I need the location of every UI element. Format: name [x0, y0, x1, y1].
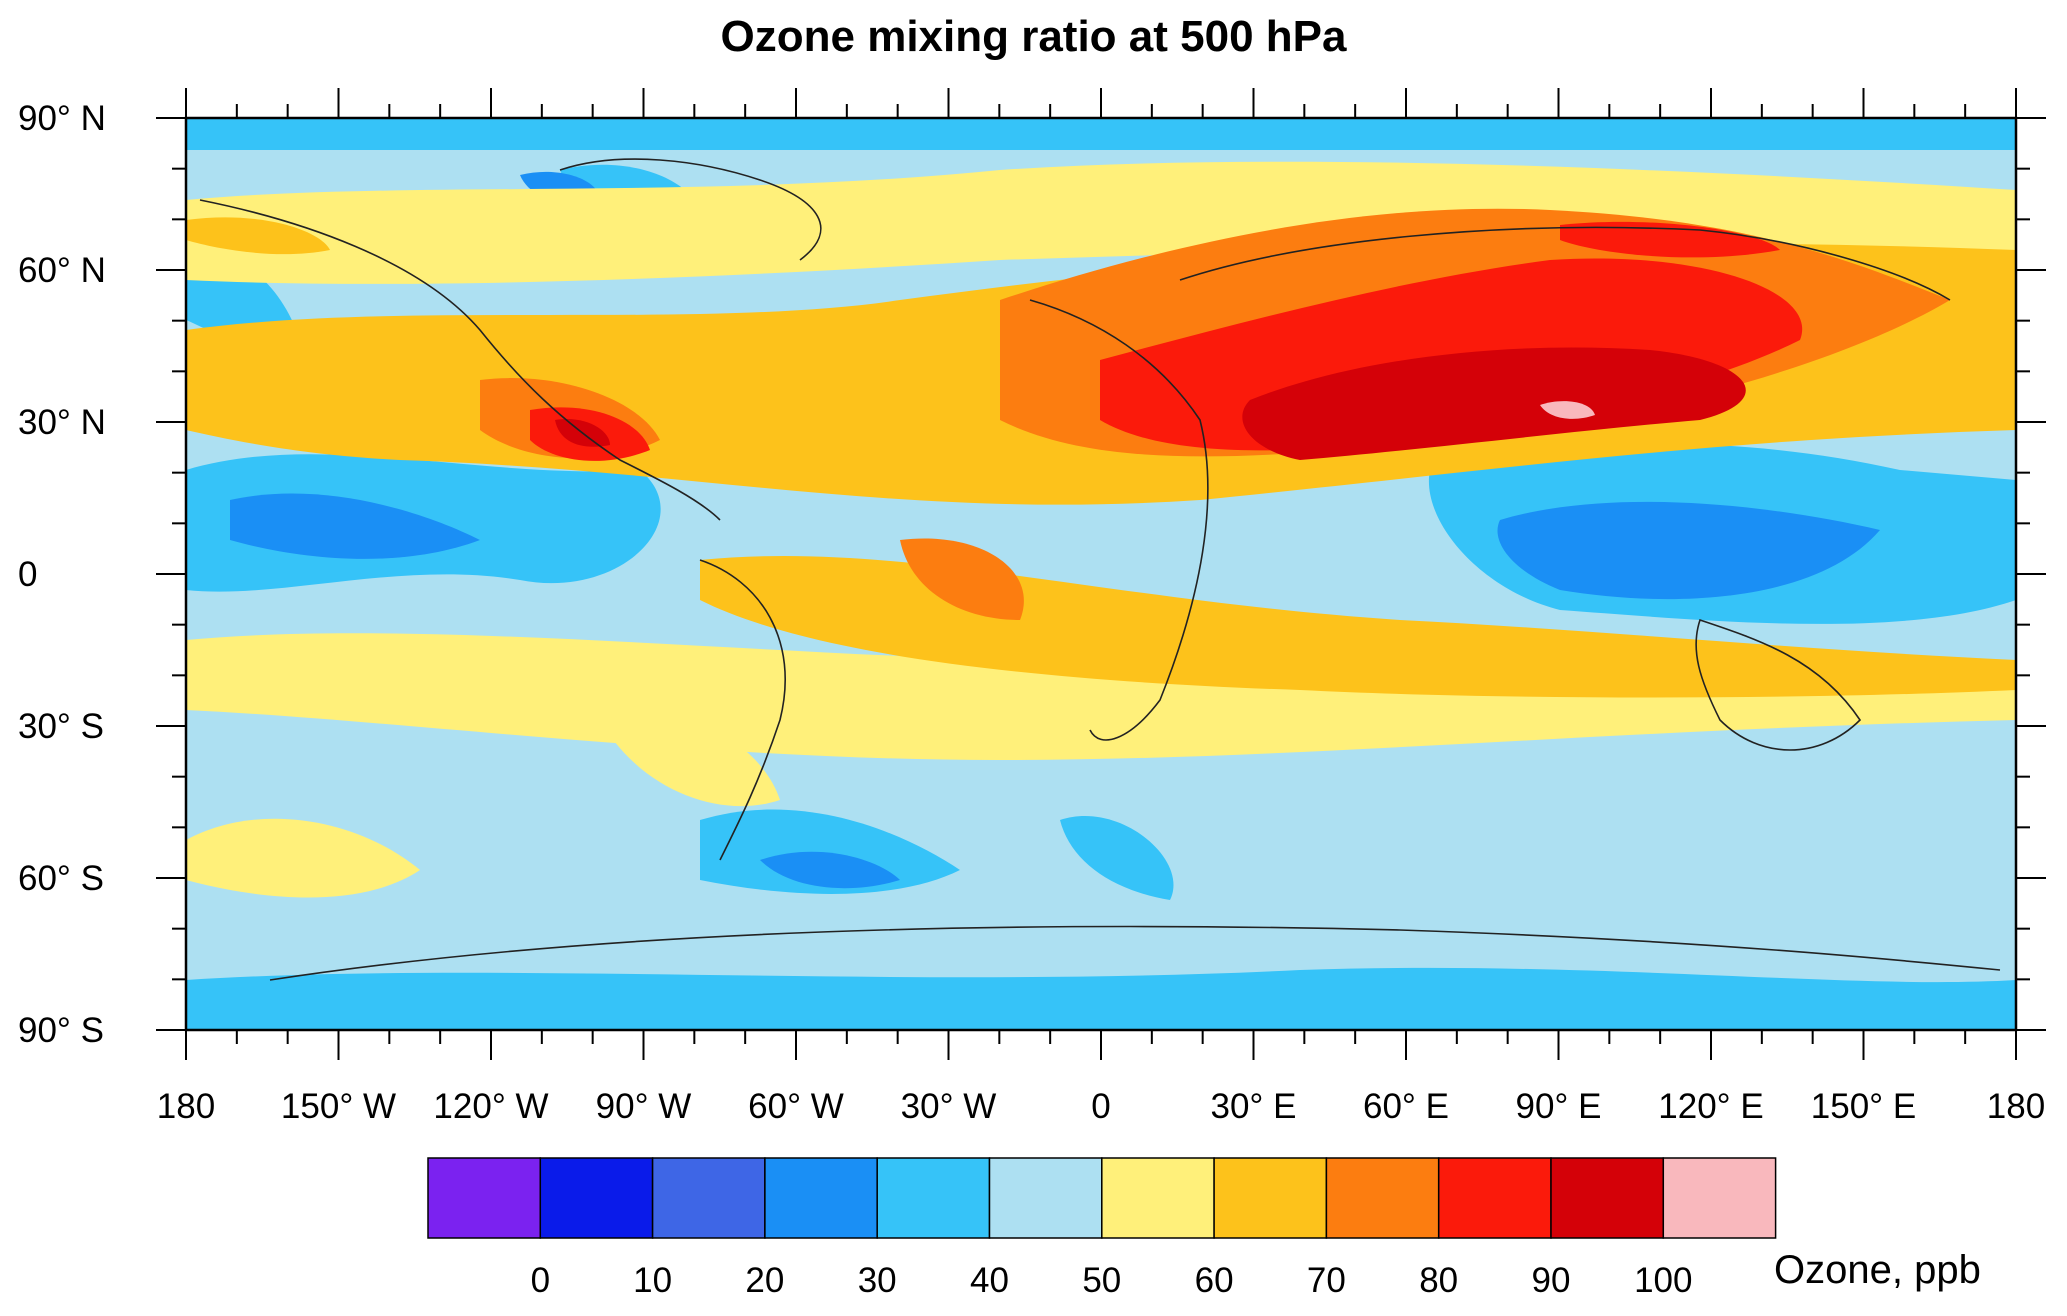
ozone-field	[186, 118, 2016, 1030]
colorbar-tick-label: 40	[970, 1261, 1009, 1300]
lat-label: 30° S	[18, 707, 104, 746]
lat-label: 90° N	[18, 99, 106, 138]
colorbar-swatch	[988, 1157, 1103, 1239]
lon-label: 90° E	[1516, 1087, 1602, 1126]
colorbar-swatch	[1550, 1157, 1665, 1239]
lon-label: 180	[157, 1087, 215, 1126]
longitude-labels: 180 150° W 120° W 90° W 60° W 30° W 0 30° E 60° …	[157, 1087, 2045, 1126]
lon-label: 120° W	[433, 1087, 548, 1126]
colorbar-swatch	[1213, 1157, 1328, 1239]
lon-label: 30° E	[1211, 1087, 1297, 1126]
colorbar-swatch	[764, 1157, 878, 1239]
colorbar-swatch	[1662, 1157, 1777, 1239]
colorbar-swatch	[1437, 1157, 1552, 1239]
lon-label: 90° W	[596, 1087, 692, 1126]
lat-label: 30° N	[18, 403, 106, 442]
colorbar	[427, 1157, 1777, 1239]
map-title: Ozone mixing ratio at 500 hPa	[720, 12, 1347, 61]
colorbar-swatch	[876, 1157, 991, 1239]
colorbar-swatch	[427, 1157, 542, 1239]
longitude-ticks	[185, 88, 2017, 1060]
colorbar-swatch	[539, 1157, 654, 1239]
lon-label: 0	[1091, 1087, 1110, 1126]
colorbar-labels: 0 10 20 30 40 50 60 70 80 90 100	[531, 1261, 1693, 1300]
colorbar-tick-label: 10	[633, 1261, 672, 1300]
lon-label: 120° E	[1658, 1087, 1763, 1126]
colorbar-title: Ozone, ppb	[1774, 1248, 1981, 1292]
colorbar-tick-label: 20	[745, 1261, 784, 1300]
colorbar-tick-label: 80	[1419, 1261, 1458, 1300]
colorbar-swatch	[1101, 1157, 1215, 1239]
colorbar-tick-label: 100	[1634, 1261, 1692, 1300]
latitude-labels: 90° N 60° N 30° N 0 30° S 60° S 90° S	[18, 99, 106, 1050]
colorbar-tick-label: 0	[531, 1261, 550, 1300]
colorbar-tick-label: 70	[1307, 1261, 1346, 1300]
colorbar-tick-label: 30	[858, 1261, 897, 1300]
lon-label: 60° E	[1363, 1087, 1449, 1126]
lat-label: 90° S	[18, 1011, 104, 1050]
colorbar-tick-label: 50	[1082, 1261, 1121, 1300]
lat-label: 60° N	[18, 251, 106, 290]
lat-label: 0	[18, 555, 37, 594]
lon-label: 180	[1987, 1087, 2045, 1126]
ozone-band-20-30	[230, 171, 1880, 889]
coastlines	[199, 158, 2001, 981]
colorbar-swatch	[1325, 1157, 1440, 1239]
lon-label: 60° W	[748, 1087, 844, 1126]
colorbar-tick-label: 60	[1195, 1261, 1234, 1300]
lon-label: 150° W	[281, 1087, 396, 1126]
colorbar-tick-label: 90	[1532, 1261, 1571, 1300]
colorbar-swatch	[651, 1157, 766, 1239]
lon-label: 150° E	[1811, 1087, 1916, 1126]
lon-label: 30° W	[901, 1087, 997, 1126]
ozone-band-above-100	[1540, 401, 1595, 419]
latitude-ticks	[156, 117, 2046, 1031]
lat-label: 60° S	[18, 859, 104, 898]
ozone-band-50-60	[186, 161, 2016, 898]
